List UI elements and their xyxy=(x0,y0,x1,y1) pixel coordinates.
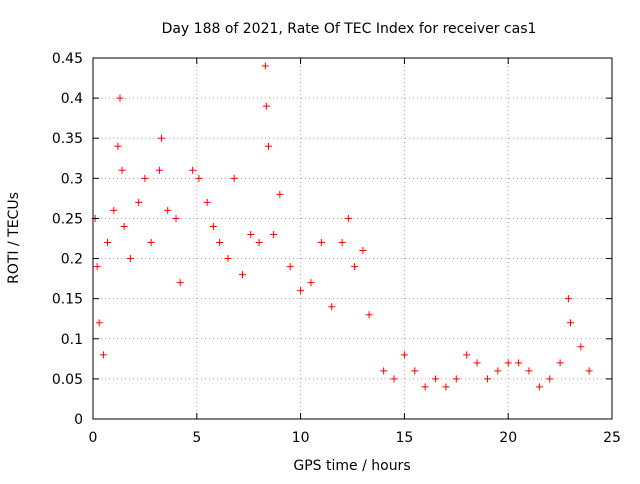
grid xyxy=(93,58,612,419)
data-point xyxy=(110,206,118,214)
data-point xyxy=(203,198,211,206)
data-point xyxy=(114,142,122,150)
data-point xyxy=(317,239,325,247)
data-point xyxy=(473,359,481,367)
data-point xyxy=(261,62,269,70)
y-tick-label: 0.45 xyxy=(52,51,83,67)
plot-frame xyxy=(92,57,613,420)
data-point xyxy=(264,142,272,150)
data-point xyxy=(564,295,572,303)
x-tick-label: 20 xyxy=(499,430,517,446)
data-point xyxy=(286,263,294,271)
data-point xyxy=(328,303,336,311)
data-point xyxy=(307,279,315,287)
data-point xyxy=(255,239,263,247)
data-point xyxy=(566,319,574,327)
data-point xyxy=(172,214,180,222)
x-tick-label: 15 xyxy=(395,430,413,446)
data-point xyxy=(195,174,203,182)
data-point xyxy=(535,383,543,391)
data-point xyxy=(238,271,246,279)
axis-ticks: 0 0.05 0.1 0.15 0.2 0.25 0.3 0.35 0.4 0.45 0 5 10 15 2… xyxy=(52,51,621,446)
data-point xyxy=(247,230,255,238)
data-point xyxy=(118,166,126,174)
y-tick-label: 0.3 xyxy=(61,171,83,187)
y-tick-label: 0 xyxy=(74,412,83,428)
data-point xyxy=(577,343,585,351)
data-point xyxy=(262,102,270,110)
data-point xyxy=(432,375,440,383)
data-point xyxy=(164,206,172,214)
data-point xyxy=(344,214,352,222)
data-point xyxy=(494,367,502,375)
data-point xyxy=(189,166,197,174)
data-point xyxy=(411,367,419,375)
data-point xyxy=(525,367,533,375)
data-point xyxy=(421,383,429,391)
y-tick-label: 0.35 xyxy=(52,131,83,147)
data-point xyxy=(95,319,103,327)
data-point xyxy=(158,134,166,142)
data-point xyxy=(515,359,523,367)
data-point xyxy=(209,222,217,230)
data-point xyxy=(556,359,564,367)
data-point xyxy=(504,359,512,367)
data-point xyxy=(546,375,554,383)
data-point xyxy=(276,190,284,198)
data-point xyxy=(230,174,238,182)
data-point xyxy=(400,351,408,359)
data-point xyxy=(224,255,232,263)
x-axis-label: GPS time / hours xyxy=(293,458,410,474)
data-point xyxy=(135,198,143,206)
data-point xyxy=(442,383,450,391)
data-point xyxy=(359,247,367,255)
data-point xyxy=(216,239,224,247)
data-point xyxy=(99,351,107,359)
data-point xyxy=(351,263,359,271)
x-tick-label: 25 xyxy=(603,430,621,446)
data-point xyxy=(104,239,112,247)
data-point xyxy=(452,375,460,383)
chart-title: Day 188 of 2021, Rate Of TEC Index for r… xyxy=(162,21,537,37)
x-tick-label: 0 xyxy=(89,430,98,446)
data-point xyxy=(155,166,163,174)
data-point xyxy=(390,375,398,383)
data-point xyxy=(147,239,155,247)
y-tick-label: 0.25 xyxy=(52,211,83,227)
y-tick-label: 0.4 xyxy=(61,91,83,107)
y-tick-label: 0.05 xyxy=(52,372,83,388)
data-point xyxy=(380,367,388,375)
data-point xyxy=(338,239,346,247)
data-point xyxy=(126,255,134,263)
data-point xyxy=(120,222,128,230)
data-point xyxy=(176,279,184,287)
data-point xyxy=(93,263,101,271)
data-point xyxy=(141,174,149,182)
y-tick-label: 0.2 xyxy=(61,252,83,268)
data-point xyxy=(116,94,124,102)
data-point xyxy=(297,287,305,295)
y-tick-label: 0.1 xyxy=(61,332,83,348)
data-point xyxy=(585,367,593,375)
data-points xyxy=(91,62,593,391)
data-point xyxy=(270,230,278,238)
y-tick-label: 0.15 xyxy=(52,292,83,308)
x-tick-label: 5 xyxy=(192,430,201,446)
data-point xyxy=(365,311,373,319)
data-point xyxy=(483,375,491,383)
data-point xyxy=(463,351,471,359)
y-axis-label: ROTI / TECUs xyxy=(6,192,22,284)
x-tick-label: 10 xyxy=(292,430,310,446)
